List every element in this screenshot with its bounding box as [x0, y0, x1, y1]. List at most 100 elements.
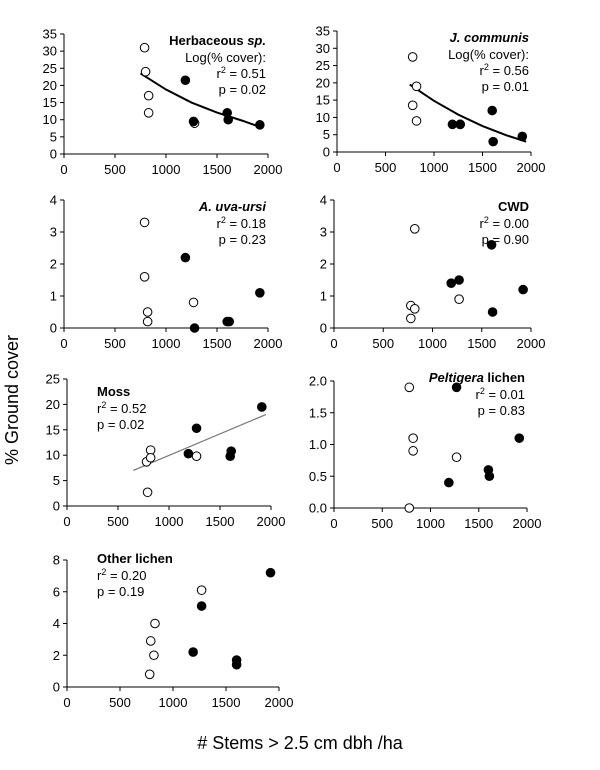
filled-data-point: [484, 471, 495, 482]
panel-title-text: J. communis: [450, 30, 529, 45]
y-tick-label: 25: [43, 61, 57, 76]
p-value-label: p = 0.90: [482, 232, 529, 247]
r-squared-label: r2 = 0.18: [217, 215, 266, 231]
filled-data-point: [180, 252, 191, 263]
open-data-point: [143, 90, 154, 101]
figure-y-label: % Ground cover: [2, 335, 22, 465]
open-data-point: [408, 446, 418, 456]
filled-data-point: [446, 278, 457, 289]
filled-data-point: [183, 448, 194, 459]
panel-title: Peltigera lichen: [429, 370, 525, 385]
r-squared-label: r2 = 0.00: [480, 215, 529, 231]
panel-title-text: A. uva-ursi: [198, 199, 267, 214]
filled-data-point: [255, 120, 265, 130]
y-tick-label: 1.0: [309, 437, 327, 452]
x-tick-label: 0: [63, 695, 70, 710]
x-tick-label: 500: [372, 336, 394, 351]
x-tick-label: 2000: [265, 695, 294, 710]
y-tick-label: 0.5: [309, 469, 327, 484]
panel-title-text: Moss: [97, 384, 130, 399]
y-tick-label: 0: [53, 499, 60, 514]
open-data-point: [404, 382, 415, 393]
y-tick-label: 3: [320, 225, 327, 240]
x-tick-label: 0: [330, 336, 337, 351]
y-tick-label: 3: [50, 225, 57, 240]
figure-x-label: # Stems > 2.5 cm dbh /ha: [197, 733, 404, 753]
y-tick-label: 10: [316, 110, 330, 125]
x-tick-label: 1500: [212, 695, 241, 710]
x-tick-label: 1000: [152, 336, 181, 351]
open-data-point: [409, 224, 420, 234]
p-value-label: p = 0.23: [219, 232, 266, 247]
y-tick-label: 2: [53, 648, 60, 663]
open-data-point: [144, 669, 155, 680]
panel-title-text: Herbaceous: [169, 33, 243, 48]
x-tick-label: 1000: [152, 162, 181, 177]
panel-title-text: Peltigera: [429, 370, 484, 385]
filled-data-point: [231, 659, 242, 670]
open-data-point: [145, 636, 156, 646]
x-tick-label: 0: [333, 160, 340, 175]
open-data-point: [407, 100, 418, 111]
filled-data-point: [518, 284, 528, 295]
y-tick-label: 0: [323, 145, 330, 160]
x-tick-label: 500: [104, 336, 126, 351]
y-tick-label: 20: [316, 75, 330, 90]
p-value-label: p = 0.01: [482, 79, 529, 94]
r-squared-label: r2 = 0.01: [476, 386, 525, 402]
filled-data-point: [257, 402, 267, 412]
x-tick-label: 2000: [517, 336, 546, 351]
y-tick-label: 2.0: [309, 374, 327, 389]
y-tick-label: 0: [320, 321, 327, 336]
x-tick-label: 1500: [203, 162, 232, 177]
filled-data-point: [517, 131, 528, 142]
y-tick-label: 2: [320, 257, 327, 272]
y-tick-label: 10: [43, 112, 57, 127]
y-tick-label: 4: [320, 193, 327, 208]
y-tick-label: 2: [50, 257, 57, 272]
y-tick-label: 15: [46, 422, 60, 437]
chart-panel-6: 0.0 0.5 1.0 1.5 2.0 0 500 1000 1500 2000 Peltigera…: [309, 370, 542, 531]
open-data-point: [145, 452, 156, 463]
r-squared-label: r2 = 0.20: [97, 567, 146, 583]
y-tick-label: 15: [316, 93, 330, 108]
stats-header: Log(% cover):: [448, 47, 529, 62]
x-tick-label: 500: [107, 514, 129, 529]
filled-data-point: [180, 75, 191, 86]
x-tick-label: 1000: [420, 160, 449, 175]
x-tick-label: 2000: [517, 160, 546, 175]
open-data-point: [140, 66, 151, 77]
panel-title-text: CWD: [498, 199, 529, 214]
chart-panel-2: 0 5 10 15 20 25 30 35 0 500 1000 1500 2000 J. communi…: [316, 24, 546, 176]
open-data-point: [150, 618, 160, 629]
open-data-point: [139, 272, 150, 282]
open-data-point: [142, 316, 153, 327]
x-tick-label: 1500: [467, 336, 496, 351]
chart-panel-1: 0 5 10 15 20 25 30 35 0 500 1000 1500 2000 Herbaceous…: [43, 27, 283, 178]
y-tick-label: 5: [53, 473, 60, 488]
p-value-label: p = 0.19: [97, 584, 144, 599]
y-tick-label: 30: [43, 44, 57, 59]
r-squared-label: r2 = 0.51: [217, 65, 266, 81]
x-tick-label: 1000: [155, 514, 184, 529]
y-tick-label: 5: [323, 127, 330, 142]
p-value-label: p = 0.02: [97, 417, 144, 432]
trend-curve: [409, 83, 527, 143]
filled-data-point: [189, 323, 200, 333]
x-tick-label: 1000: [159, 695, 188, 710]
filled-data-point: [486, 240, 497, 250]
open-data-point: [409, 304, 420, 314]
filled-data-point: [487, 307, 498, 317]
x-tick-label: 500: [109, 695, 131, 710]
open-data-point: [406, 313, 416, 324]
open-data-point: [408, 433, 418, 443]
x-tick-label: 2000: [257, 514, 286, 529]
x-tick-label: 1500: [206, 514, 235, 529]
y-tick-label: 30: [316, 41, 330, 56]
filled-data-point: [454, 275, 464, 285]
open-data-point: [411, 81, 422, 92]
